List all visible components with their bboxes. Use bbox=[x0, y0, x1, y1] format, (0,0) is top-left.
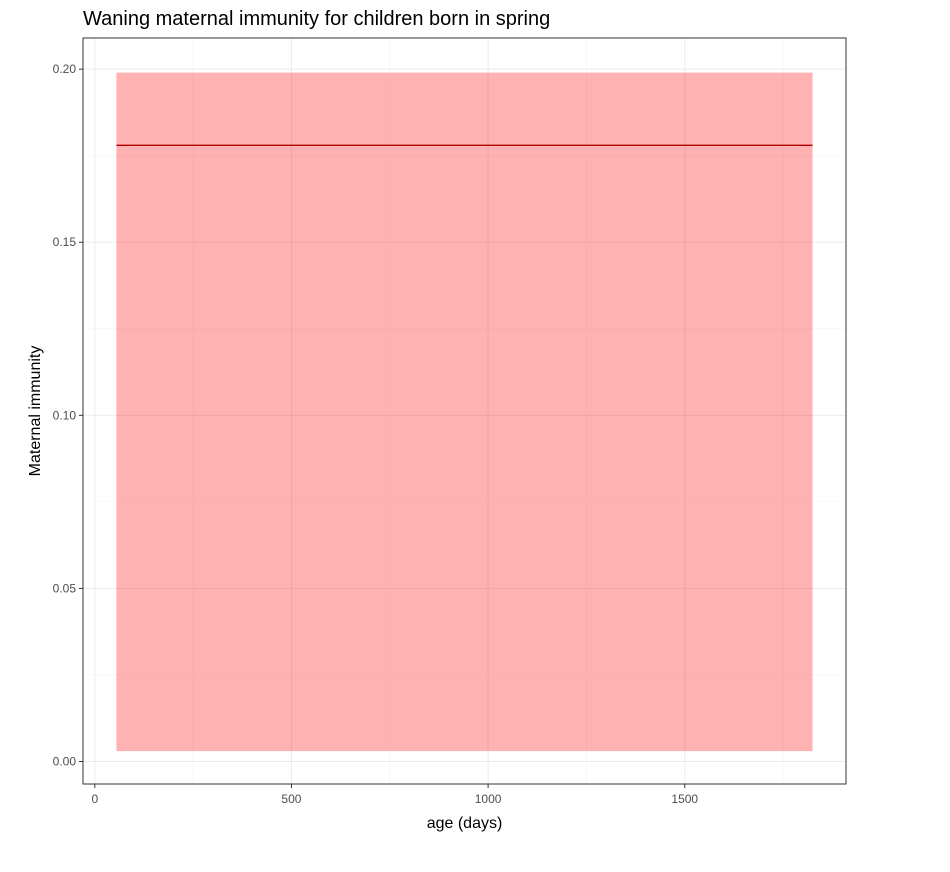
y-tick-label: 0.00 bbox=[53, 754, 77, 768]
y-tick-label: 0.05 bbox=[53, 581, 77, 595]
plot-panel bbox=[83, 38, 846, 784]
data-layer bbox=[116, 72, 813, 752]
x-tick-label: 1500 bbox=[671, 792, 698, 806]
minor-gridlines bbox=[83, 38, 846, 784]
y-axis: 0.00 0.05 0.10 0.15 0.20 bbox=[53, 62, 83, 768]
major-gridlines bbox=[83, 38, 846, 784]
y-tick-label: 0.15 bbox=[53, 235, 77, 249]
confidence-ribbon bbox=[116, 72, 813, 752]
chart-title: Waning maternal immunity for children bo… bbox=[83, 8, 550, 30]
y-axis-title: Maternal immunity bbox=[27, 346, 44, 477]
x-tick-label: 500 bbox=[281, 792, 301, 806]
x-tick-label: 0 bbox=[91, 792, 98, 806]
x-axis-title: age (days) bbox=[427, 815, 503, 832]
plot-border bbox=[82, 37, 847, 785]
x-axis: 0 500 1000 1500 bbox=[91, 784, 698, 806]
y-tick-label: 0.10 bbox=[53, 408, 77, 422]
x-tick-label: 1000 bbox=[475, 792, 502, 806]
y-tick-label: 0.20 bbox=[53, 62, 77, 76]
